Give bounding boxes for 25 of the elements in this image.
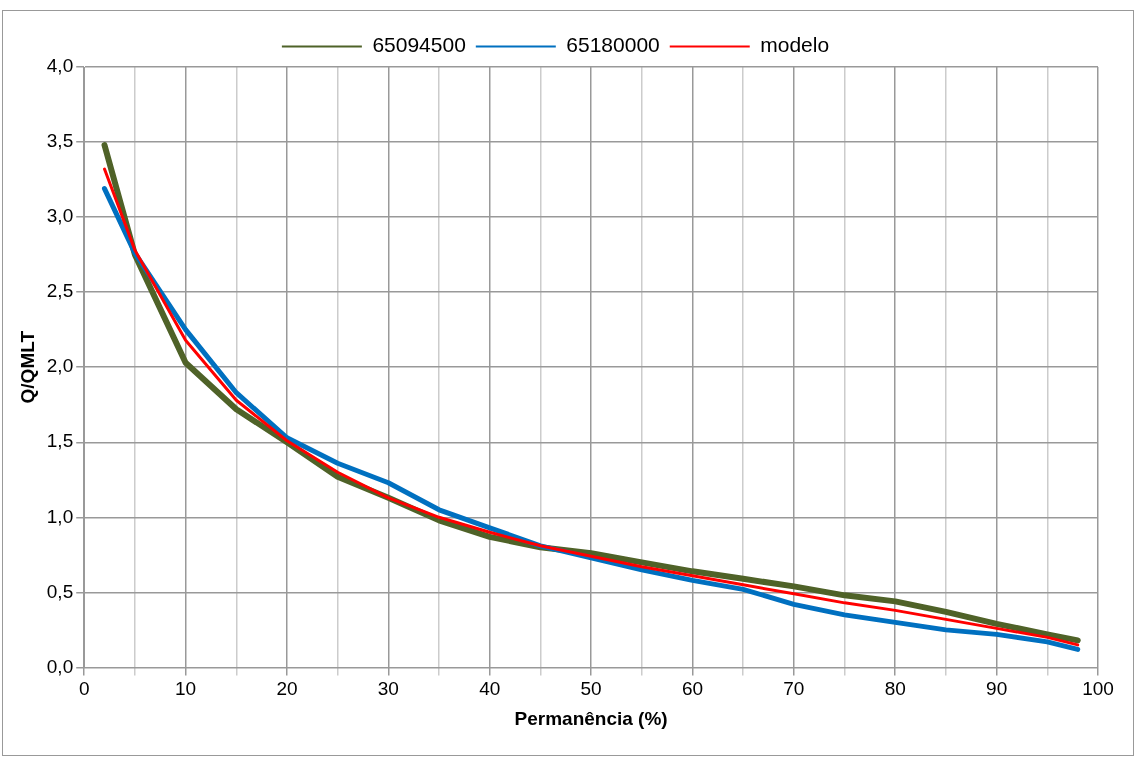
x-tick-label: 60	[681, 678, 704, 700]
legend-label: 65180000	[566, 33, 660, 57]
x-tick-label: 40	[479, 678, 501, 700]
y-tick-label: 2,0	[46, 355, 74, 377]
y-tick-label: 2,5	[46, 280, 74, 302]
x-tick-label: 10	[175, 678, 197, 700]
legend-label: modelo	[760, 33, 830, 57]
y-tick-label: 3,0	[46, 205, 74, 227]
y-tick-label: 1,0	[46, 505, 74, 527]
x-tick-label: 30	[377, 678, 399, 700]
x-tick-label: 50	[580, 678, 602, 700]
y-axis-title: Q/QMLT	[16, 330, 38, 404]
legend-label: 65094500	[372, 33, 466, 57]
y-tick-label: 0,5	[46, 580, 74, 602]
y-tick-label: 3,5	[46, 130, 74, 152]
y-tick-label: 4,0	[46, 55, 74, 77]
x-tick-label: 0	[78, 678, 90, 700]
x-tick-label: 20	[276, 678, 298, 700]
y-tick-label: 1,5	[46, 430, 74, 452]
x-axis-title: Permanência (%)	[514, 707, 668, 729]
x-tick-label: 100	[1082, 678, 1114, 700]
x-tick-label: 90	[986, 678, 1008, 700]
x-tick-label: 80	[884, 678, 906, 700]
x-tick-label: 70	[783, 678, 805, 700]
y-tick-label: 0,0	[46, 655, 74, 677]
